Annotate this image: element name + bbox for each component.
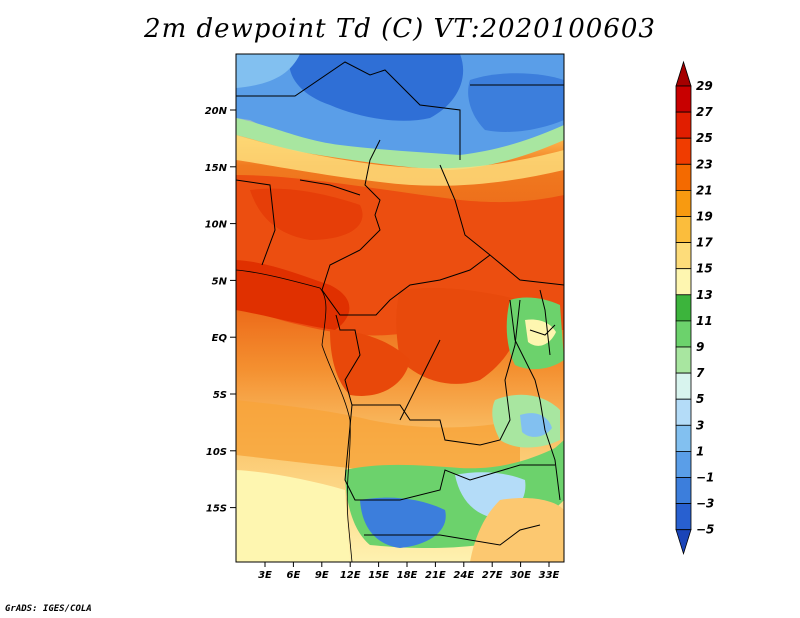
colorbar-label: 27 [696, 105, 713, 119]
colorbar-swatch [675, 242, 692, 270]
lon-label: 3E [258, 570, 272, 581]
country-borders [236, 61, 564, 546]
lon-label: 12E [340, 570, 361, 581]
colorbar-label: −3 [696, 497, 714, 511]
colorbar-swatch [675, 137, 692, 165]
lon-label: 9E [315, 570, 329, 581]
colorbar-label: 7 [696, 366, 705, 380]
grads-credit: GrADS: IGES/COLA [5, 604, 92, 614]
colorbar: 29 27 25 23 21 19 17 15 13 11 9 7 5 3 1 −1 −3 −5 [675, 60, 714, 556]
lon-label: 18E [397, 570, 418, 581]
colorbar-label: 9 [696, 340, 704, 354]
colorbar-label: 3 [696, 418, 704, 432]
lat-label: 5N [212, 276, 228, 287]
colorbar-swatch [675, 320, 692, 348]
colorbar-swatch [675, 477, 692, 505]
colorbar-swatch [675, 268, 692, 296]
colorbar-label: 21 [696, 183, 713, 197]
lon-label: 6E [287, 570, 301, 581]
colorbar-swatch [675, 424, 692, 452]
colorbar-label: 19 [696, 210, 713, 224]
colorbar-swatch [675, 503, 692, 531]
colorbar-label: 17 [696, 236, 713, 250]
colorbar-label: 23 [696, 157, 713, 171]
dewpoint-field [236, 54, 564, 562]
colorbar-label: 1 [696, 444, 704, 458]
lon-label: 27E [482, 570, 503, 581]
lon-label: 15E [368, 570, 389, 581]
colorbar-swatch [675, 189, 692, 217]
colorbar-swatch [675, 216, 692, 244]
colorbar-label: 5 [696, 392, 704, 406]
colorbar-swatch [675, 294, 692, 322]
latitude-axis: 20N 15N 10N 5N EQ 5S 10S 15S [205, 106, 236, 515]
colorbar-bottom-arrow [675, 529, 692, 556]
colorbar-swatch [675, 398, 692, 426]
colorbar-label: 25 [696, 131, 713, 145]
lat-label: 10S [206, 447, 227, 458]
lon-label: 21E [425, 570, 446, 581]
colorbar-label: 29 [696, 79, 713, 93]
colorbar-swatch [675, 163, 692, 191]
lat-label: 15S [206, 504, 227, 515]
lat-label: 15N [205, 163, 228, 174]
colorbar-label: 11 [696, 314, 713, 328]
lat-label: 10N [205, 220, 228, 231]
colorbar-swatch [675, 346, 692, 374]
colorbar-label: −1 [696, 471, 714, 485]
colorbar-top-arrow [675, 60, 692, 87]
lat-label: 5S [213, 390, 227, 401]
colorbar-label: 15 [696, 262, 713, 276]
map-frame [235, 53, 565, 563]
colorbar-swatch [675, 450, 692, 478]
lat-label: 20N [205, 106, 228, 117]
colorbar-swatch [675, 111, 692, 139]
map-title: 2m dewpoint Td (C) VT:2020100603 [144, 14, 656, 44]
colorbar-swatch [675, 372, 692, 400]
longitude-axis: 3E 6E 9E 12E 15E 18E 21E 24E 27E 30E 33E [258, 562, 560, 581]
lat-label: EQ [212, 333, 228, 344]
coastline [235, 269, 353, 563]
lon-label: 30E [510, 570, 531, 581]
lon-label: 24E [453, 570, 474, 581]
colorbar-swatch [675, 85, 692, 113]
colorbar-label: 13 [696, 288, 713, 302]
lon-label: 33E [539, 570, 560, 581]
colorbar-label: −5 [696, 523, 714, 537]
